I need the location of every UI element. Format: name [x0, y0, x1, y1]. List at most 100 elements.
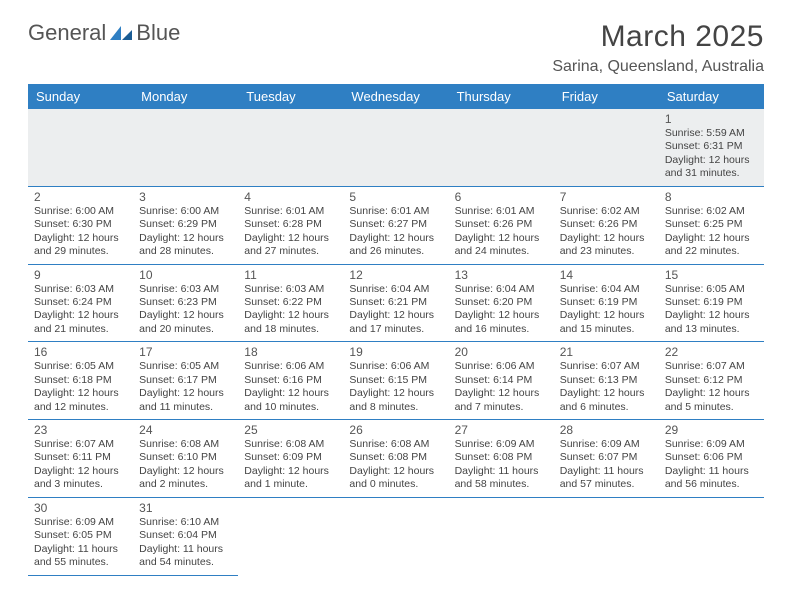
day-number: 1	[665, 112, 758, 126]
day-info: Sunrise: 6:00 AMSunset: 6:30 PMDaylight:…	[34, 205, 127, 259]
week-row: 2Sunrise: 6:00 AMSunset: 6:30 PMDaylight…	[28, 186, 764, 264]
day-cell: 23Sunrise: 6:07 AMSunset: 6:11 PMDayligh…	[28, 420, 133, 498]
day-number: 2	[34, 190, 127, 204]
day-cell: 8Sunrise: 6:02 AMSunset: 6:25 PMDaylight…	[659, 186, 764, 264]
day-cell: 24Sunrise: 6:08 AMSunset: 6:10 PMDayligh…	[133, 420, 238, 498]
day-info: Sunrise: 6:08 AMSunset: 6:08 PMDaylight:…	[349, 438, 442, 492]
day-number: 31	[139, 501, 232, 515]
day-number: 4	[244, 190, 337, 204]
day-number: 18	[244, 345, 337, 359]
day-cell: 1Sunrise: 5:59 AMSunset: 6:31 PMDaylight…	[659, 109, 764, 186]
day-number: 11	[244, 268, 337, 282]
day-number: 22	[665, 345, 758, 359]
day-info: Sunrise: 6:05 AMSunset: 6:17 PMDaylight:…	[139, 360, 232, 414]
day-cell: 13Sunrise: 6:04 AMSunset: 6:20 PMDayligh…	[449, 264, 554, 342]
day-info: Sunrise: 6:08 AMSunset: 6:10 PMDaylight:…	[139, 438, 232, 492]
calendar-table: Sunday Monday Tuesday Wednesday Thursday…	[28, 84, 764, 576]
logo-word-2: Blue	[136, 20, 180, 46]
day-cell: 11Sunrise: 6:03 AMSunset: 6:22 PMDayligh…	[238, 264, 343, 342]
day-number: 29	[665, 423, 758, 437]
brand-logo: General Blue	[28, 20, 180, 46]
day-cell: 28Sunrise: 6:09 AMSunset: 6:07 PMDayligh…	[554, 420, 659, 498]
day-cell: 27Sunrise: 6:09 AMSunset: 6:08 PMDayligh…	[449, 420, 554, 498]
day-info: Sunrise: 6:03 AMSunset: 6:22 PMDaylight:…	[244, 283, 337, 337]
day-number: 14	[560, 268, 653, 282]
empty-cell	[449, 109, 554, 186]
day-number: 27	[455, 423, 548, 437]
day-cell: 12Sunrise: 6:04 AMSunset: 6:21 PMDayligh…	[343, 264, 448, 342]
week-row: 16Sunrise: 6:05 AMSunset: 6:18 PMDayligh…	[28, 342, 764, 420]
sail-icon	[108, 24, 134, 42]
day-cell: 7Sunrise: 6:02 AMSunset: 6:26 PMDaylight…	[554, 186, 659, 264]
weekday-header: Wednesday	[343, 84, 448, 109]
day-info: Sunrise: 6:02 AMSunset: 6:26 PMDaylight:…	[560, 205, 653, 259]
day-info: Sunrise: 6:03 AMSunset: 6:24 PMDaylight:…	[34, 283, 127, 337]
day-number: 15	[665, 268, 758, 282]
day-cell: 2Sunrise: 6:00 AMSunset: 6:30 PMDaylight…	[28, 186, 133, 264]
day-cell: 31Sunrise: 6:10 AMSunset: 6:04 PMDayligh…	[133, 497, 238, 575]
empty-cell	[554, 109, 659, 186]
day-info: Sunrise: 6:10 AMSunset: 6:04 PMDaylight:…	[139, 516, 232, 570]
day-number: 26	[349, 423, 442, 437]
day-number: 24	[139, 423, 232, 437]
day-number: 21	[560, 345, 653, 359]
day-cell: 6Sunrise: 6:01 AMSunset: 6:26 PMDaylight…	[449, 186, 554, 264]
empty-cell	[28, 109, 133, 186]
weekday-header: Saturday	[659, 84, 764, 109]
day-cell: 19Sunrise: 6:06 AMSunset: 6:15 PMDayligh…	[343, 342, 448, 420]
day-info: Sunrise: 6:07 AMSunset: 6:12 PMDaylight:…	[665, 360, 758, 414]
day-number: 5	[349, 190, 442, 204]
day-info: Sunrise: 6:07 AMSunset: 6:13 PMDaylight:…	[560, 360, 653, 414]
location-subtitle: Sarina, Queensland, Australia	[552, 58, 764, 76]
day-cell: 4Sunrise: 6:01 AMSunset: 6:28 PMDaylight…	[238, 186, 343, 264]
empty-cell	[343, 109, 448, 186]
day-number: 19	[349, 345, 442, 359]
weekday-header: Monday	[133, 84, 238, 109]
week-row: 23Sunrise: 6:07 AMSunset: 6:11 PMDayligh…	[28, 420, 764, 498]
day-number: 16	[34, 345, 127, 359]
weekday-header: Sunday	[28, 84, 133, 109]
day-info: Sunrise: 6:02 AMSunset: 6:25 PMDaylight:…	[665, 205, 758, 259]
day-cell: 14Sunrise: 6:04 AMSunset: 6:19 PMDayligh…	[554, 264, 659, 342]
day-info: Sunrise: 6:04 AMSunset: 6:21 PMDaylight:…	[349, 283, 442, 337]
day-number: 10	[139, 268, 232, 282]
month-title: March 2025	[552, 20, 764, 54]
day-cell: 22Sunrise: 6:07 AMSunset: 6:12 PMDayligh…	[659, 342, 764, 420]
day-cell: 18Sunrise: 6:06 AMSunset: 6:16 PMDayligh…	[238, 342, 343, 420]
day-info: Sunrise: 6:08 AMSunset: 6:09 PMDaylight:…	[244, 438, 337, 492]
day-cell: 10Sunrise: 6:03 AMSunset: 6:23 PMDayligh…	[133, 264, 238, 342]
day-number: 7	[560, 190, 653, 204]
empty-cell	[238, 109, 343, 186]
day-cell: 9Sunrise: 6:03 AMSunset: 6:24 PMDaylight…	[28, 264, 133, 342]
empty-cell	[449, 497, 554, 575]
day-info: Sunrise: 6:05 AMSunset: 6:19 PMDaylight:…	[665, 283, 758, 337]
day-cell: 26Sunrise: 6:08 AMSunset: 6:08 PMDayligh…	[343, 420, 448, 498]
day-info: Sunrise: 6:09 AMSunset: 6:07 PMDaylight:…	[560, 438, 653, 492]
day-number: 25	[244, 423, 337, 437]
day-info: Sunrise: 6:09 AMSunset: 6:08 PMDaylight:…	[455, 438, 548, 492]
day-info: Sunrise: 6:01 AMSunset: 6:27 PMDaylight:…	[349, 205, 442, 259]
day-info: Sunrise: 6:03 AMSunset: 6:23 PMDaylight:…	[139, 283, 232, 337]
week-row: 30Sunrise: 6:09 AMSunset: 6:05 PMDayligh…	[28, 497, 764, 575]
day-cell: 16Sunrise: 6:05 AMSunset: 6:18 PMDayligh…	[28, 342, 133, 420]
day-info: Sunrise: 6:04 AMSunset: 6:20 PMDaylight:…	[455, 283, 548, 337]
week-row: 1Sunrise: 5:59 AMSunset: 6:31 PMDaylight…	[28, 109, 764, 186]
day-cell: 5Sunrise: 6:01 AMSunset: 6:27 PMDaylight…	[343, 186, 448, 264]
day-number: 30	[34, 501, 127, 515]
day-number: 8	[665, 190, 758, 204]
title-block: March 2025 Sarina, Queensland, Australia	[552, 20, 764, 82]
day-cell: 20Sunrise: 6:06 AMSunset: 6:14 PMDayligh…	[449, 342, 554, 420]
day-info: Sunrise: 6:05 AMSunset: 6:18 PMDaylight:…	[34, 360, 127, 414]
empty-cell	[554, 497, 659, 575]
day-info: Sunrise: 6:04 AMSunset: 6:19 PMDaylight:…	[560, 283, 653, 337]
weekday-header: Friday	[554, 84, 659, 109]
logo-word-1: General	[28, 20, 106, 46]
day-info: Sunrise: 6:07 AMSunset: 6:11 PMDaylight:…	[34, 438, 127, 492]
empty-cell	[238, 497, 343, 575]
day-info: Sunrise: 6:06 AMSunset: 6:16 PMDaylight:…	[244, 360, 337, 414]
weekday-header-row: Sunday Monday Tuesday Wednesday Thursday…	[28, 84, 764, 109]
day-info: Sunrise: 6:09 AMSunset: 6:06 PMDaylight:…	[665, 438, 758, 492]
day-cell: 30Sunrise: 6:09 AMSunset: 6:05 PMDayligh…	[28, 497, 133, 575]
day-cell: 15Sunrise: 6:05 AMSunset: 6:19 PMDayligh…	[659, 264, 764, 342]
day-info: Sunrise: 6:06 AMSunset: 6:15 PMDaylight:…	[349, 360, 442, 414]
